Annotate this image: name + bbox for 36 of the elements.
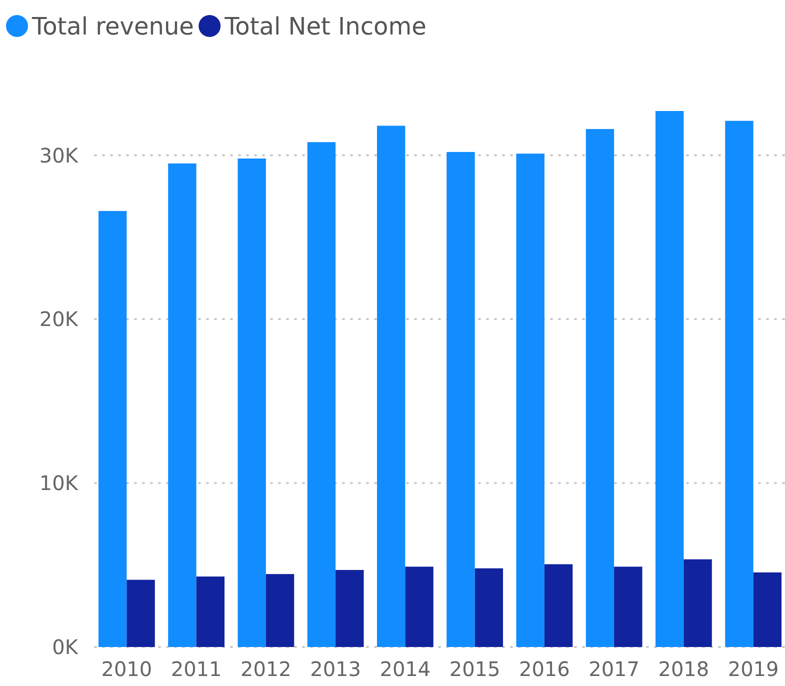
bar (544, 564, 573, 647)
y-tick-label: 20K (39, 307, 79, 332)
bar (238, 158, 266, 647)
bar (586, 129, 614, 647)
legend-label: Total Net Income (224, 12, 426, 40)
x-tick-label: 2010 (101, 657, 152, 681)
bar (516, 154, 544, 647)
x-tick-label: 2014 (380, 657, 431, 681)
y-tick-label: 10K (39, 471, 79, 496)
legend-label: Total revenue (31, 12, 194, 40)
bar (168, 163, 196, 647)
y-tick-label: 30K (39, 143, 79, 168)
x-tick-label: 2018 (658, 657, 710, 681)
bar (753, 572, 782, 647)
x-tick-label: 2016 (518, 657, 570, 681)
x-tick-label: 2012 (240, 657, 292, 681)
x-tick-label: 2011 (170, 657, 222, 681)
y-tick-label: 0K (52, 635, 79, 659)
x-tick-label: 2013 (310, 657, 362, 681)
bar (307, 142, 336, 647)
x-tick-label: 2017 (588, 657, 640, 681)
bar (655, 111, 684, 647)
bar (474, 568, 504, 647)
x-tick-label: 2019 (728, 657, 779, 681)
x-tick-label: 2015 (449, 657, 500, 681)
bar (126, 580, 155, 647)
bar (98, 210, 127, 647)
bar (336, 570, 364, 647)
bar (446, 152, 475, 647)
bar (614, 566, 642, 647)
bar (405, 566, 434, 647)
bar (376, 126, 406, 647)
bar (725, 120, 754, 647)
bar (266, 574, 294, 647)
bar (684, 559, 712, 647)
bar (196, 576, 225, 647)
